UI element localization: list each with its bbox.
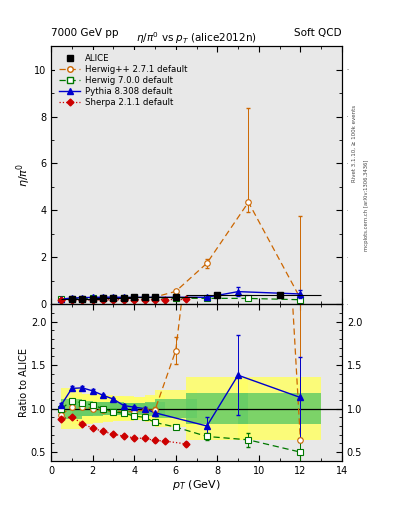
Text: Rivet 3.1.10, ≥ 100k events: Rivet 3.1.10, ≥ 100k events bbox=[352, 105, 357, 182]
Text: Soft QCD: Soft QCD bbox=[294, 28, 342, 38]
Legend: ALICE, Herwig++ 2.7.1 default, Herwig 7.0.0 default, Pythia 8.308 default, Sherp: ALICE, Herwig++ 2.7.1 default, Herwig 7.… bbox=[55, 50, 191, 111]
Title: $\eta/\pi^0$ vs $p_T$ (alice2012n): $\eta/\pi^0$ vs $p_T$ (alice2012n) bbox=[136, 30, 257, 46]
Text: mcplots.cern.ch [arXiv:1306.3436]: mcplots.cern.ch [arXiv:1306.3436] bbox=[364, 159, 369, 250]
Y-axis label: Ratio to ALICE: Ratio to ALICE bbox=[20, 348, 29, 417]
Y-axis label: $\eta/\pi^0$: $\eta/\pi^0$ bbox=[14, 163, 33, 187]
X-axis label: $p_T$ (GeV): $p_T$ (GeV) bbox=[172, 478, 221, 493]
Text: 7000 GeV pp: 7000 GeV pp bbox=[51, 28, 119, 38]
